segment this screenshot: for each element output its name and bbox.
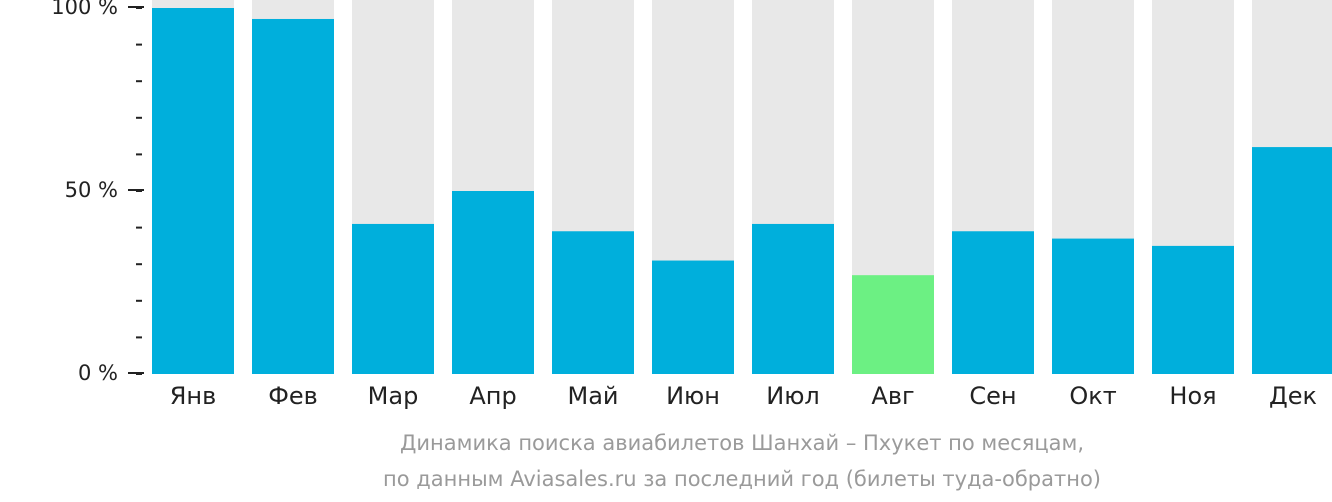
bar [1052, 238, 1134, 374]
chart-caption-line-1: Динамика поиска авиабилетов Шанхай – Пху… [399, 431, 1085, 455]
bar [352, 223, 434, 374]
x-tick-label: Окт [1069, 382, 1116, 410]
x-tick-label: Июн [666, 382, 720, 410]
x-tick-label: Мар [368, 382, 419, 410]
bar-chart: Янв Фев Мар Апр Май Июн Июл Авг Сен Окт Ноя Дек 0 % 5… [51, 0, 1332, 410]
x-tick-label: Май [567, 382, 618, 410]
bar [552, 231, 634, 374]
x-tick-label: Фев [268, 382, 318, 410]
y-tick-label: 100 % [51, 0, 118, 19]
x-tick-label: Ноя [1169, 382, 1216, 410]
x-tick-label: Апр [469, 382, 516, 410]
x-tick-label: Авг [871, 382, 914, 410]
bar [1152, 245, 1234, 374]
bar [852, 275, 934, 374]
bar [652, 260, 734, 374]
x-tick-label: Янв [170, 382, 217, 410]
x-tick-label: Дек [1269, 382, 1317, 410]
y-tick-label: 0 % [78, 361, 118, 385]
bar [952, 231, 1034, 374]
bar [152, 8, 234, 374]
bar [752, 223, 834, 374]
bar [452, 191, 534, 374]
bar [252, 18, 334, 374]
y-tick-label: 50 % [65, 178, 118, 202]
x-tick-label: Июл [766, 382, 820, 410]
chart-caption-line-2: по данным Aviasales.ru за последний год … [383, 467, 1101, 491]
bar [1252, 147, 1332, 374]
x-tick-label: Сен [969, 382, 1016, 410]
